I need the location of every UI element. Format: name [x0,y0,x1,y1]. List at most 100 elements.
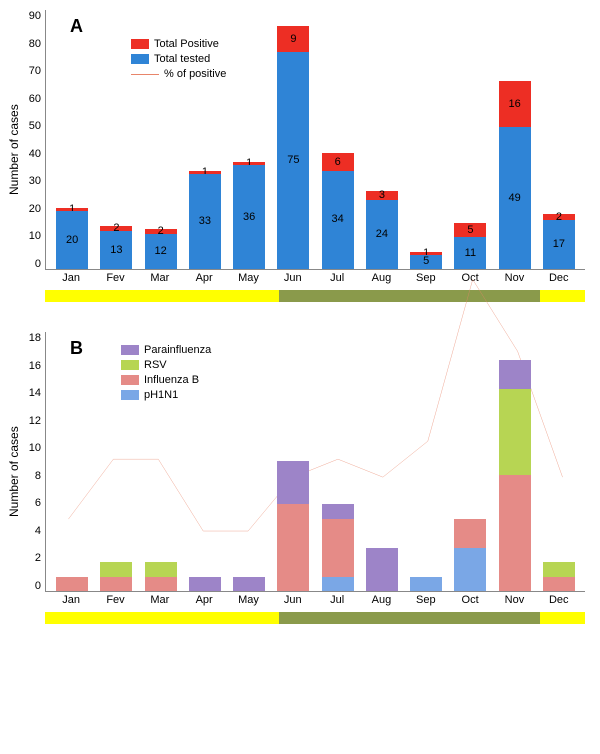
x-tick: Jul [321,594,353,606]
bar-tested: 13 [100,231,132,269]
chart-a-y-label: Number of cases [7,104,21,195]
x-tick: Oct [454,594,486,606]
bar-tested: 36 [233,165,265,269]
bar-pH1N1 [454,548,486,591]
x-tick: Mar [144,272,176,284]
legend-item: Parainfluenza [121,344,211,356]
legend-item: RSV [121,359,211,371]
bar-group: 172 [543,214,575,269]
bar-parainfluenza [366,548,398,591]
bar-group [322,504,354,591]
legend-label: pH1N1 [144,389,178,401]
bar-group: 346 [322,153,354,269]
chart-a-x-ticks: JanFevMarAprMayJunJulAugSepOctNovDec [45,270,585,284]
x-tick: Apr [188,272,220,284]
chart-a-panel: A Number of cases 0102030405060708090 20… [15,10,585,302]
bar-influenzaB [499,475,531,591]
bar-group: 122 [145,229,177,269]
x-tick: Jul [321,272,353,284]
bar-group [277,461,309,591]
bar-tested: 75 [277,52,309,269]
bar-parainfluenza [277,461,309,504]
chart-b-panel: B Number of cases 024681012141618 Parain… [15,332,585,624]
bar-tested: 5 [410,255,442,269]
bar-group: 115 [454,223,486,269]
bar-positive: 6 [322,153,354,170]
x-tick: Aug [365,272,397,284]
bar-influenzaB [56,577,88,591]
bar-group [454,519,486,591]
bar-group: 243 [366,191,398,269]
x-tick: Dec [543,272,575,284]
bar-tested: 49 [499,127,531,269]
chart-a-bars: 201132122331361759346243511154916172 [46,10,585,269]
legend-swatch [121,360,139,370]
season-segment [279,612,540,624]
y-tick: 14 [29,387,41,399]
bar-group: 331 [189,171,221,269]
legend-swatch [131,39,149,49]
bar-influenzaB [145,577,177,591]
bar-influenzaB [322,519,354,577]
x-tick: Sep [410,272,442,284]
legend-item: % of positive [131,68,226,80]
season-segment [45,290,279,302]
x-tick: Sep [410,594,442,606]
bar-group: 201 [56,208,88,269]
y-tick: 16 [29,360,41,372]
legend-label: RSV [144,359,167,371]
bar-group: 759 [277,26,309,269]
x-tick: May [232,272,264,284]
bar-tested: 34 [322,171,354,269]
chart-b-legend: Parainfluenza RSV Influenza B pH1N1 [121,344,211,401]
bar-rsv [543,562,575,576]
bar-group [499,360,531,591]
bar-group [233,577,265,591]
y-tick: 0 [35,580,41,592]
x-tick: Jun [277,272,309,284]
legend-item: pH1N1 [121,389,211,401]
legend-item: Total tested [131,53,226,65]
chart-a-legend: Total Positive Total tested % of positive [131,38,226,80]
bar-group [145,562,177,591]
x-tick: Aug [365,594,397,606]
chart-a-plot: 201132122331361759346243511154916172 Tot… [45,10,585,270]
y-tick: 2 [35,552,41,564]
bar-positive: 9 [277,26,309,52]
season-segment [540,612,585,624]
legend-label: Total Positive [154,38,219,50]
bar-group [543,562,575,591]
y-tick: 40 [29,148,41,160]
bar-rsv [100,562,132,576]
y-tick: 30 [29,175,41,187]
bar-group [100,562,132,591]
x-tick: Nov [498,272,530,284]
y-tick: 18 [29,332,41,344]
y-tick: 12 [29,415,41,427]
chart-b-y-label: Number of cases [7,426,21,517]
y-tick: 8 [35,470,41,482]
x-tick: Jan [55,594,87,606]
bar-influenzaB [277,504,309,591]
legend-item: Total Positive [131,38,226,50]
legend-item: Influenza B [121,374,211,386]
x-tick: Fev [99,594,131,606]
legend-swatch [121,390,139,400]
bar-positive: 3 [366,191,398,200]
legend-swatch [131,54,149,64]
y-tick: 0 [35,258,41,270]
y-tick: 80 [29,38,41,50]
bar-tested: 11 [454,237,486,269]
legend-swatch [121,345,139,355]
legend-swatch [121,375,139,385]
bar-parainfluenza [322,504,354,518]
legend-label: % of positive [164,68,226,80]
bar-group: 361 [233,162,265,269]
x-tick: Jun [277,594,309,606]
chart-b-x-ticks: JanFevMarAprMayJunJulAugSepOctNovDec [45,592,585,606]
bar-parainfluenza [189,577,221,591]
legend-label: Total tested [154,53,210,65]
legend-label: Parainfluenza [144,344,211,356]
bar-tested: 20 [56,211,88,269]
bar-parainfluenza [233,577,265,591]
